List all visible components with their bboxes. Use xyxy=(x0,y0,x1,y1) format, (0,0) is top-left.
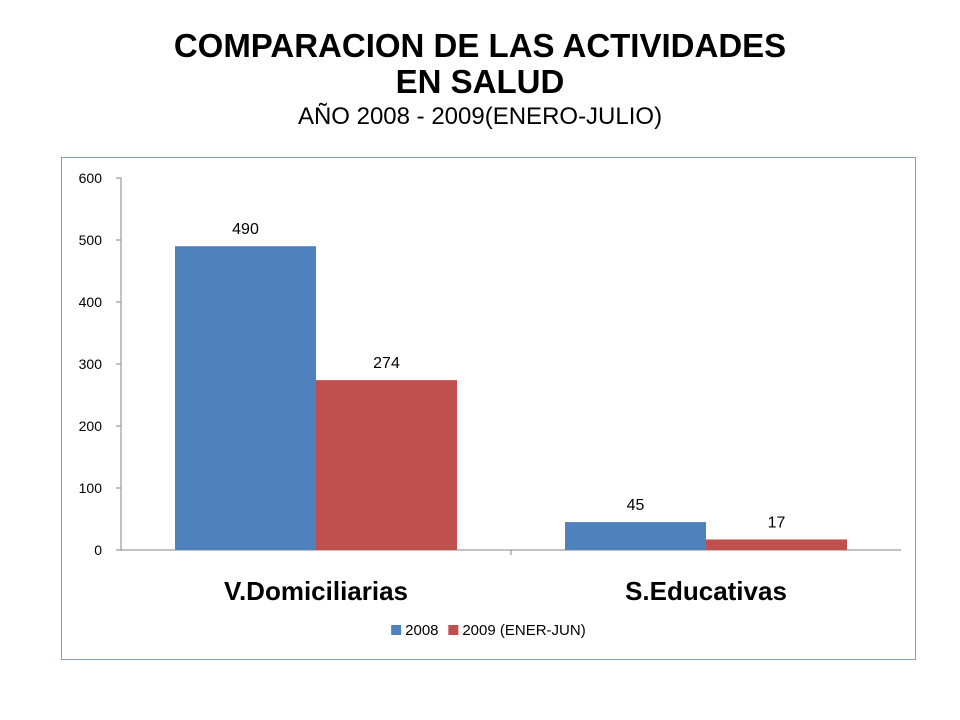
y-tick-label: 500 xyxy=(79,232,103,248)
data-label: 45 xyxy=(627,497,645,514)
y-tick-label: 0 xyxy=(94,542,102,558)
y-tick-label: 600 xyxy=(79,170,103,186)
y-tick-label: 300 xyxy=(79,356,103,372)
y-tick-label: 100 xyxy=(79,480,103,496)
bar xyxy=(316,380,457,550)
bar-chart: 0 100 200 300 400 500 600 490 274 V.Domiciliarias… xyxy=(79,170,901,639)
legend-swatch xyxy=(391,625,402,635)
chart-frame: 0 100 200 300 400 500 600 490 274 V.Domiciliarias… xyxy=(61,157,916,660)
bar xyxy=(706,539,847,550)
data-label: 490 xyxy=(232,221,259,238)
x-category-label: V.Domiciliarias xyxy=(224,576,408,606)
data-label: 274 xyxy=(373,355,400,372)
x-category-label: S.Educativas xyxy=(625,576,787,606)
bar xyxy=(175,246,316,550)
legend-label: 2008 xyxy=(405,622,438,639)
chart-title-block: COMPARACION DE LAS ACTIVIDADES EN SALUD … xyxy=(0,28,960,132)
data-label: 17 xyxy=(768,514,786,531)
chart-subtitle: AÑO 2008 - 2009(ENERO-JULIO) xyxy=(297,103,663,130)
bar xyxy=(565,522,706,550)
legend-swatch xyxy=(448,625,459,635)
chart-title-line-1: COMPARACION DE LAS ACTIVIDADES xyxy=(173,27,787,64)
y-tick-label: 200 xyxy=(79,418,103,434)
y-tick-label: 400 xyxy=(79,294,103,310)
chart-title-line-2: EN SALUD xyxy=(395,63,565,100)
legend-label: 2009 (ENER-JUN) xyxy=(462,622,585,639)
